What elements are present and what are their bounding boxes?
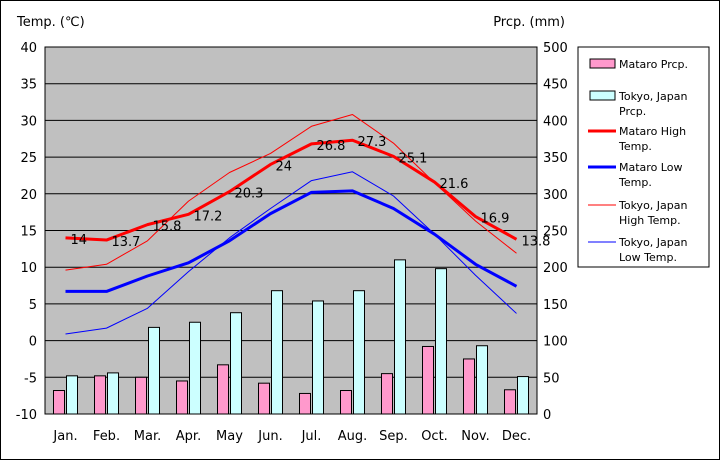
legend-label: Mataro Low xyxy=(619,161,682,174)
legend-swatch xyxy=(589,90,616,101)
precip-bar xyxy=(66,375,78,415)
y-axis-left-label: Temp. (℃) xyxy=(16,15,85,30)
data-label: 20.3 xyxy=(235,187,264,202)
precip-bar xyxy=(176,380,188,415)
legend-label: High Temp. xyxy=(619,214,681,227)
data-label: 27.3 xyxy=(358,135,387,150)
legend-label: Tokyo, Japan xyxy=(618,199,687,212)
x-tick-label: Jan. xyxy=(52,429,77,444)
y-right-tick-label: 0 xyxy=(543,408,551,423)
left-axis-ticks: -10 -5 0 5 10 15 20 25 30 35 40 xyxy=(16,41,37,423)
y-left-tick-label: 15 xyxy=(20,225,37,240)
precip-bar xyxy=(517,376,529,415)
x-tick-label: Sep. xyxy=(379,429,408,444)
precip-bar xyxy=(435,268,447,415)
y-right-tick-label: 500 xyxy=(543,41,568,56)
precip-bar xyxy=(135,376,147,415)
y-right-tick-label: 100 xyxy=(543,335,568,350)
precip-bar xyxy=(394,259,406,415)
data-label: 13.7 xyxy=(112,235,141,250)
legend-label: Low Temp. xyxy=(619,251,677,264)
precip-bar xyxy=(148,326,160,415)
y-left-tick-label: 40 xyxy=(20,41,37,56)
data-label: 16.9 xyxy=(481,212,510,227)
x-tick-label: Feb. xyxy=(93,429,120,444)
precip-bar xyxy=(107,372,119,415)
precip-bar xyxy=(353,290,365,415)
y-right-tick-label: 400 xyxy=(543,114,568,129)
y-left-tick-label: 25 xyxy=(20,151,37,166)
precip-bar xyxy=(422,345,434,415)
precip-bar xyxy=(312,300,324,415)
precip-bar xyxy=(271,290,283,415)
temp-line xyxy=(65,138,518,242)
legend-label: Tokyo, Japan xyxy=(618,236,687,249)
legend-label: Temp. xyxy=(618,140,652,153)
gridlines xyxy=(45,83,537,378)
data-label: 13.8 xyxy=(522,234,551,249)
precip-bar xyxy=(217,364,229,415)
y-left-tick-label: -10 xyxy=(16,408,37,423)
data-label: 26.8 xyxy=(317,139,346,154)
precip-bar xyxy=(299,392,311,415)
precip-bar xyxy=(476,345,488,415)
legend-label: Prcp. xyxy=(619,105,646,118)
y-right-tick-label: 150 xyxy=(543,298,568,313)
data-label: 17.2 xyxy=(194,209,223,224)
y-left-tick-label: 5 xyxy=(29,298,37,313)
y-right-tick-label: 350 xyxy=(543,151,568,166)
precip-bars xyxy=(53,259,529,415)
y-axis-right-label: Prcp. (mm) xyxy=(493,15,565,30)
precip-bar xyxy=(230,312,242,415)
precip-bar xyxy=(94,375,106,415)
precip-bar xyxy=(504,389,516,415)
x-tick-label: Aug. xyxy=(338,429,368,444)
precip-bar xyxy=(53,390,65,415)
y-left-tick-label: 30 xyxy=(20,114,37,129)
x-tick-label: Oct. xyxy=(421,429,448,444)
data-labels: 14 13.7 15.8 17.2 20.3 24 26.8 27.3 25.1 21.6 16.9… xyxy=(71,135,551,250)
data-label: 25.1 xyxy=(399,151,428,166)
legend: Mataro Prcp. Tokyo, Japan Prcp. Mataro High… xyxy=(577,46,710,268)
x-tick-label: Mar. xyxy=(134,429,161,444)
temp-lines xyxy=(65,114,518,335)
x-tick-label: May xyxy=(216,429,243,444)
x-axis-ticks: Jan. Feb. Mar. Apr. May Jun. Jul. Aug. Sep. Oct. N… xyxy=(52,429,531,444)
precip-bar xyxy=(381,373,393,415)
data-label: 15.8 xyxy=(153,220,182,235)
right-axis-ticks: 0 50 100 150 200 250 300 350 400 450 500 xyxy=(543,41,568,423)
precip-bar xyxy=(189,321,201,415)
y-right-tick-label: 250 xyxy=(543,225,568,240)
y-right-tick-label: 300 xyxy=(543,188,568,203)
x-tick-label: Apr. xyxy=(176,429,201,444)
y-right-tick-label: 200 xyxy=(543,261,568,276)
y-right-tick-label: 50 xyxy=(543,371,560,386)
data-label: 14 xyxy=(71,233,88,248)
y-left-tick-label: 10 xyxy=(20,261,37,276)
precip-bar xyxy=(258,382,270,415)
x-tick-label: Nov. xyxy=(461,429,490,444)
temp-line xyxy=(65,189,518,293)
y-right-tick-label: 450 xyxy=(543,78,568,93)
x-tick-label: Jun. xyxy=(257,429,282,444)
legend-box xyxy=(577,46,710,268)
legend-label: Tokyo, Japan xyxy=(618,90,687,103)
precip-bar xyxy=(340,390,352,415)
x-tick-label: Dec. xyxy=(502,429,531,444)
precip-bar xyxy=(463,358,475,415)
y-left-tick-label: -5 xyxy=(24,371,37,386)
legend-swatch xyxy=(589,58,616,69)
y-left-tick-label: 20 xyxy=(20,188,37,203)
legend-label: Mataro Prcp. xyxy=(619,58,688,71)
legend-label: Mataro High xyxy=(619,125,686,138)
legend-label: Temp. xyxy=(618,176,652,189)
data-label: 24 xyxy=(276,159,293,174)
x-tick-label: Jul. xyxy=(301,429,322,444)
y-left-tick-label: 35 xyxy=(20,78,37,93)
y-left-tick-label: 0 xyxy=(29,335,37,350)
data-label: 21.6 xyxy=(440,177,469,192)
